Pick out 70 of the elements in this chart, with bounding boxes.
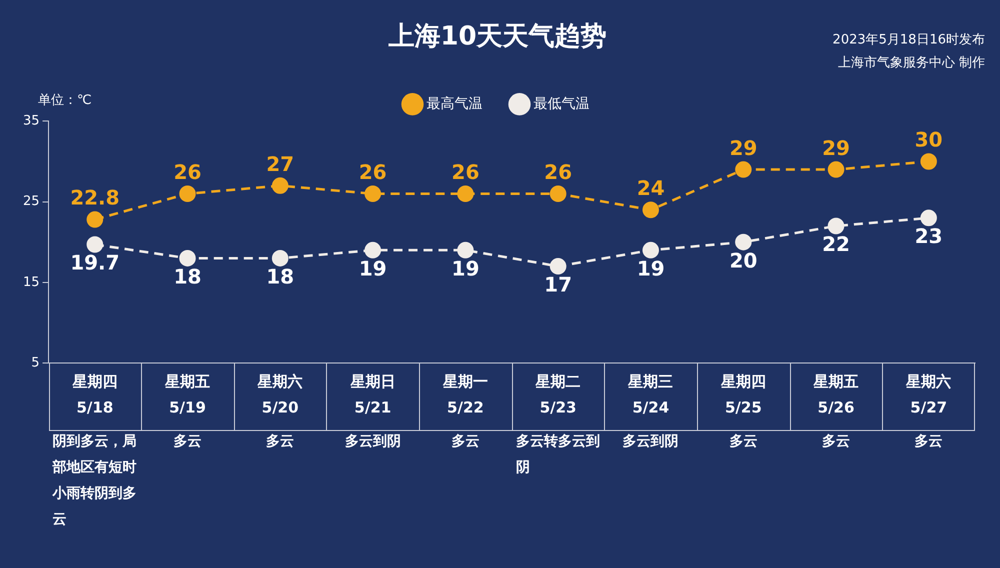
data-label: 26 [452, 160, 480, 184]
y-tick-label: 5 [31, 355, 40, 370]
point [364, 242, 382, 258]
data-label: 30 [914, 128, 943, 152]
data-label: 18 [266, 264, 294, 288]
text: 上海市气象服务中心 制作 [838, 54, 985, 70]
text: 2023年5月18日16时发布 [832, 32, 985, 48]
point [735, 234, 752, 250]
y-axis-title: 单位：℃ [38, 93, 92, 108]
text: 阴到多云，局部地区有短时小雨转阴到多云 [52, 434, 137, 528]
point [642, 202, 659, 218]
x-tick-label: 星期三 5/24 [627, 372, 674, 416]
data-label: 17 [544, 272, 572, 296]
point [920, 153, 937, 170]
text: 多云 [266, 434, 294, 450]
data-label: 29 [729, 136, 758, 160]
point [920, 210, 937, 226]
point [457, 185, 474, 202]
x-tick-label: 星期一 5/22 [442, 372, 488, 416]
data-label: 18 [174, 264, 202, 288]
text: 多云到阴 [622, 434, 679, 450]
point [179, 185, 196, 202]
data-label: 19 [636, 256, 665, 280]
point [550, 185, 566, 202]
text: 多云 [822, 434, 850, 450]
y-tick-label: 15 [22, 274, 40, 290]
y-tick-label: 25 [22, 194, 40, 210]
point [179, 250, 196, 266]
point [828, 161, 844, 178]
data-label: 29 [822, 136, 850, 160]
point [364, 185, 382, 202]
point [642, 242, 659, 258]
x-tick-label: 星期五 5/19 [164, 372, 210, 416]
x-tick-label: 星期二 5/23 [534, 372, 581, 416]
point [272, 250, 288, 266]
data-label: 22 [822, 232, 850, 256]
point [272, 177, 288, 194]
data-label: 19.7 [70, 250, 120, 275]
text: 多云 [914, 434, 943, 450]
y-tick-label: 35 [22, 114, 40, 129]
chart-title: 上海10天天气趋势 [387, 21, 607, 52]
x-tick-label: 星期日 5/21 [349, 372, 396, 416]
text: 多云 [729, 434, 758, 450]
data-label: 24 [636, 176, 665, 200]
data-label: 22.8 [70, 186, 120, 210]
point [86, 236, 104, 253]
point [457, 242, 474, 258]
text: 多云 [174, 434, 202, 450]
point [735, 161, 752, 178]
data-label: 26 [358, 160, 387, 184]
text: 多云转多云到阴 [516, 434, 600, 476]
legend-label: 最高气温 [426, 96, 482, 112]
x-tick-label: 星期六 5/20 [256, 372, 303, 416]
x-tick-label: 星期四 5/18 [71, 372, 118, 416]
x-tick-label: 星期五 5/26 [812, 372, 859, 416]
point [550, 258, 566, 275]
point [86, 211, 104, 228]
data-label: 26 [174, 160, 202, 184]
data-label: 19 [358, 256, 387, 280]
text: 多云到阴 [344, 434, 401, 450]
data-label: 26 [544, 160, 572, 184]
legend-label: 最低气温 [534, 96, 590, 112]
data-label: 20 [729, 248, 758, 272]
text: 多云 [451, 434, 480, 450]
data-label: 23 [914, 224, 943, 248]
x-tick-label: 星期六 5/27 [905, 372, 952, 416]
point [828, 218, 844, 234]
x-tick-label: 星期四 5/25 [720, 372, 766, 416]
data-label: 27 [266, 152, 294, 176]
data-label: 19 [452, 256, 480, 280]
